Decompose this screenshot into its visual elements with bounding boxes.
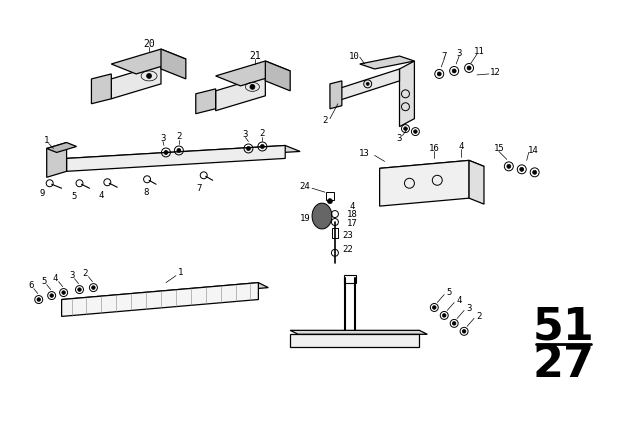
Text: 22: 22 [342,246,353,254]
Text: 18: 18 [346,210,357,219]
Text: 16: 16 [429,144,440,153]
Text: 6: 6 [28,281,33,290]
Text: 14: 14 [528,146,539,155]
Text: 7: 7 [196,184,202,193]
Text: 20: 20 [143,39,155,49]
Polygon shape [360,56,415,69]
Text: 3: 3 [160,134,166,143]
Text: 10: 10 [348,52,359,60]
Text: 21: 21 [250,51,261,61]
Text: 15: 15 [493,144,504,153]
Circle shape [246,146,250,151]
Circle shape [532,170,537,174]
Circle shape [442,314,446,317]
Polygon shape [380,160,484,174]
Circle shape [452,69,456,73]
Circle shape [452,322,456,325]
Circle shape [50,294,54,297]
Circle shape [147,73,152,78]
Text: 2: 2 [176,132,182,141]
Text: 4: 4 [456,296,462,305]
Text: 4: 4 [53,274,58,283]
Polygon shape [216,61,290,86]
Bar [326,192,334,200]
Text: 3: 3 [243,130,248,139]
Polygon shape [47,142,77,152]
Circle shape [507,164,511,168]
Text: 19: 19 [300,214,310,223]
Text: 7: 7 [442,52,447,60]
Text: 2: 2 [476,312,482,321]
Polygon shape [111,49,186,74]
Text: 4: 4 [349,202,355,211]
Text: 24: 24 [300,182,310,191]
Polygon shape [330,81,342,109]
Text: 3: 3 [456,48,462,57]
Text: 12: 12 [490,69,500,78]
Text: 27: 27 [532,343,595,386]
Text: 2: 2 [83,269,88,278]
Text: 5: 5 [72,192,77,201]
Text: 51: 51 [532,306,595,349]
Text: 5: 5 [41,277,47,286]
Polygon shape [338,69,399,101]
Circle shape [250,84,255,89]
Circle shape [520,168,524,171]
Text: 23: 23 [342,232,353,241]
Polygon shape [196,89,216,114]
Polygon shape [266,61,290,91]
Polygon shape [216,76,266,111]
Circle shape [164,151,168,155]
Text: 1: 1 [44,136,49,145]
Circle shape [404,127,407,130]
Text: 2: 2 [260,129,265,138]
Circle shape [260,145,264,148]
Circle shape [366,82,369,86]
Text: 17: 17 [346,219,357,228]
Circle shape [62,291,65,294]
Polygon shape [290,330,428,334]
Bar [344,275,356,283]
Text: 11: 11 [474,47,484,56]
Polygon shape [61,283,268,305]
Polygon shape [61,283,259,316]
Circle shape [467,66,471,70]
Text: 3: 3 [467,304,472,313]
Text: 3: 3 [397,134,402,143]
Text: 13: 13 [359,149,370,158]
Text: 4: 4 [458,142,464,151]
Circle shape [437,72,441,76]
Circle shape [177,148,181,152]
Polygon shape [47,142,67,177]
Text: 8: 8 [143,188,148,197]
Ellipse shape [312,203,332,229]
Polygon shape [399,61,415,127]
Text: 4: 4 [99,191,104,200]
Circle shape [92,286,95,289]
Text: 2: 2 [323,116,328,125]
Polygon shape [92,74,111,104]
Bar [332,228,338,238]
Polygon shape [67,146,285,171]
Circle shape [77,288,81,291]
Polygon shape [161,49,186,79]
Text: 5: 5 [447,288,452,297]
Circle shape [328,198,332,204]
Circle shape [433,306,436,309]
Text: 1: 1 [178,268,184,277]
Polygon shape [380,160,469,206]
Text: 9: 9 [39,189,44,198]
Circle shape [413,130,417,134]
Polygon shape [290,334,419,347]
Polygon shape [67,146,300,164]
Circle shape [37,298,40,302]
Polygon shape [111,64,161,99]
Polygon shape [469,160,484,204]
Text: 3: 3 [69,271,74,280]
Circle shape [462,330,466,333]
